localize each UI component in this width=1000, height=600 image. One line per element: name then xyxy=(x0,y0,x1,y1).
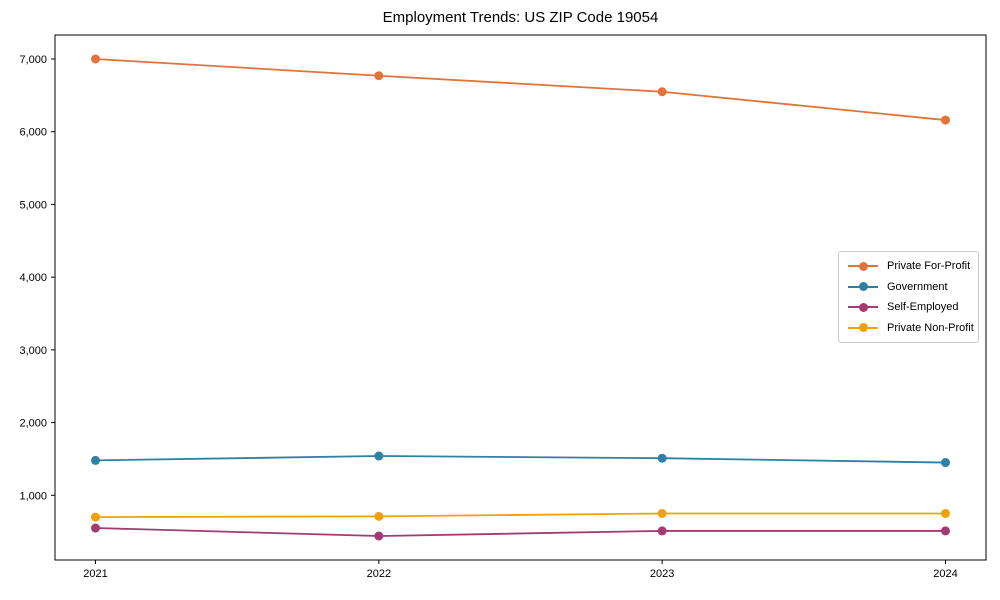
plot-border xyxy=(54,34,987,561)
x-tick-label: 2021 xyxy=(83,568,107,580)
legend-marker-icon xyxy=(848,302,878,312)
y-tick-label: 5,000 xyxy=(19,199,47,211)
data-point-government-2022 xyxy=(374,451,384,461)
series-line-self-employed xyxy=(95,527,946,537)
legend-marker-icon xyxy=(848,323,878,333)
data-point-self-employed-2023 xyxy=(657,526,667,536)
legend-label: Self-Employed xyxy=(887,301,959,314)
x-tick-label: 2022 xyxy=(367,568,391,580)
y-tick-label: 2,000 xyxy=(19,418,47,430)
legend-item-private-non-profit: Private Non-Profit xyxy=(839,318,978,339)
legend-marker-icon xyxy=(848,282,878,292)
data-point-government-2024 xyxy=(940,458,950,468)
data-point-private-non-profit-2021 xyxy=(91,512,101,522)
data-point-self-employed-2022 xyxy=(374,531,384,541)
legend-label: Government xyxy=(887,280,948,293)
y-tick-label: 3,000 xyxy=(19,345,47,357)
legend-item-private-for-profit: Private For-Profit xyxy=(839,256,978,277)
chart-title: Employment Trends: US ZIP Code 19054 xyxy=(382,9,659,26)
legend: Private For-Profit Government Self-Employe… xyxy=(838,251,979,343)
series-line-private-non-profit xyxy=(95,512,946,518)
legend-marker-icon xyxy=(848,261,878,271)
legend-label: Private For-Profit xyxy=(887,260,971,273)
data-point-private-non-profit-2023 xyxy=(657,508,667,518)
series-line-government xyxy=(95,455,946,464)
y-tick-label: 1,000 xyxy=(19,490,47,502)
data-point-private-for-profit-2021 xyxy=(91,54,101,64)
data-point-private-for-profit-2024 xyxy=(940,115,950,125)
legend-item-self-employed: Self-Employed xyxy=(839,297,978,318)
data-point-self-employed-2021 xyxy=(91,523,101,533)
data-point-private-non-profit-2022 xyxy=(374,511,384,521)
legend-label: Private Non-Profit xyxy=(887,321,974,334)
data-point-self-employed-2024 xyxy=(940,526,950,536)
data-point-private-non-profit-2024 xyxy=(940,508,950,518)
x-tick-label: 2024 xyxy=(933,568,957,580)
legend-item-government: Government xyxy=(839,277,978,298)
y-tick-label: 7,000 xyxy=(19,54,47,66)
x-tick-label: 2023 xyxy=(650,568,674,580)
y-tick-label: 4,000 xyxy=(19,272,47,284)
series-line-private-for-profit xyxy=(95,58,946,121)
data-point-government-2021 xyxy=(91,455,101,465)
y-tick-label: 6,000 xyxy=(19,127,47,139)
data-point-government-2023 xyxy=(657,453,667,463)
data-point-private-for-profit-2022 xyxy=(374,71,384,81)
data-point-private-for-profit-2023 xyxy=(657,87,667,97)
